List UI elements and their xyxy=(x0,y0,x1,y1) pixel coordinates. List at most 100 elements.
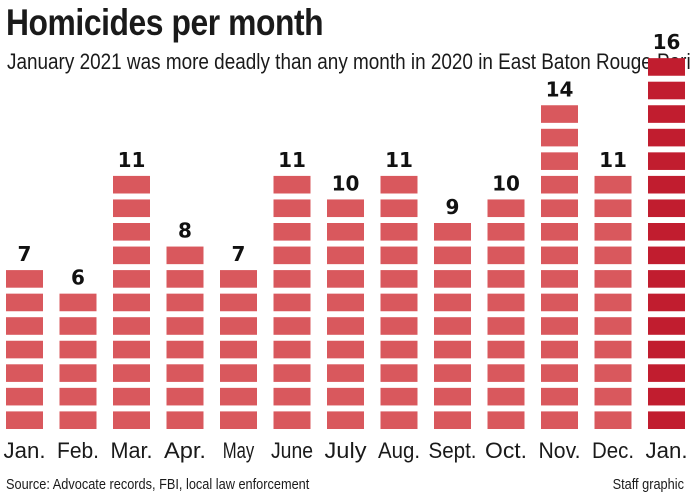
bar-segment xyxy=(541,317,578,335)
x-tick-label: Aug. xyxy=(378,438,420,463)
bar-segment xyxy=(594,270,632,288)
bar-segment xyxy=(166,270,204,288)
bar-segment xyxy=(487,364,525,382)
bar-segment xyxy=(166,293,204,312)
bar-segment xyxy=(59,387,97,406)
bar-11 xyxy=(594,175,632,429)
x-tick-label: Jan. xyxy=(646,438,688,463)
bar-5 xyxy=(273,175,311,429)
bar-segment xyxy=(6,364,43,382)
bar-segment xyxy=(6,317,43,335)
bar-segment xyxy=(380,387,418,406)
bar-segment xyxy=(166,340,204,359)
bar-segment xyxy=(594,223,632,241)
bar-segment xyxy=(327,246,364,265)
bar-segment xyxy=(59,364,97,382)
bar-segment xyxy=(648,199,685,218)
bar-segment xyxy=(487,293,525,312)
bar-segment xyxy=(59,340,97,359)
bar-segment xyxy=(273,317,311,335)
bar-segment xyxy=(487,411,525,429)
bar-segment xyxy=(220,317,257,335)
bar-segment xyxy=(166,364,204,382)
bar-segment xyxy=(113,223,150,241)
bar-6 xyxy=(327,199,364,429)
bar-segment xyxy=(6,340,43,359)
bar-segment xyxy=(166,387,204,406)
bar-segment xyxy=(6,293,43,312)
bar-segment xyxy=(648,152,685,170)
data-label: 11 xyxy=(385,148,413,172)
bar-9 xyxy=(487,199,525,429)
bar-segment xyxy=(327,223,364,241)
bar-segment xyxy=(541,223,578,241)
bar-segment xyxy=(113,387,150,406)
bar-segment xyxy=(327,340,364,359)
bar-segment xyxy=(434,411,471,429)
bar-segment xyxy=(220,293,257,312)
bar-segment xyxy=(327,293,364,312)
bar-segment xyxy=(273,246,311,265)
bar-segment xyxy=(648,317,685,335)
bar-segment xyxy=(541,152,578,170)
bar-segment xyxy=(380,411,418,429)
bar-segment xyxy=(273,175,311,194)
bar-segment xyxy=(541,105,578,123)
bar-segment xyxy=(487,223,525,241)
bar-segment xyxy=(380,270,418,288)
data-label: 10 xyxy=(332,171,360,195)
bar-segment xyxy=(166,246,204,265)
bar-segment xyxy=(541,199,578,218)
bar-segment xyxy=(487,246,525,265)
bar-segment xyxy=(6,411,43,429)
bar-segment xyxy=(541,387,578,406)
bar-segment xyxy=(541,411,578,429)
bar-segment xyxy=(380,317,418,335)
bar-segment xyxy=(220,340,257,359)
bar-segment xyxy=(541,270,578,288)
bar-segment xyxy=(594,246,632,265)
bar-segment xyxy=(434,246,471,265)
data-label: 10 xyxy=(492,171,520,195)
bar-segment xyxy=(487,387,525,406)
bar-4 xyxy=(220,270,257,429)
bar-segment xyxy=(434,270,471,288)
data-label: 9 xyxy=(446,195,460,219)
x-tick-label: Mar. xyxy=(111,438,153,463)
bar-segment xyxy=(273,411,311,429)
bar-segment xyxy=(380,364,418,382)
bar-segment xyxy=(273,340,311,359)
bar-segment xyxy=(273,364,311,382)
bar-segment xyxy=(487,340,525,359)
x-tick-label: Oct. xyxy=(485,438,527,463)
x-tick-label: June xyxy=(271,438,313,463)
bar-segment xyxy=(380,340,418,359)
x-tick-label: Sept. xyxy=(429,438,477,463)
data-label: 7 xyxy=(232,242,246,266)
data-label: 16 xyxy=(653,30,681,54)
x-tick-label: Nov. xyxy=(539,438,581,463)
bar-0 xyxy=(6,270,43,429)
bar-segment xyxy=(59,317,97,335)
bar-segment xyxy=(648,364,685,382)
bar-7 xyxy=(380,175,418,429)
bar-segment xyxy=(59,293,97,312)
credit-note: Staff graphic xyxy=(612,476,684,493)
bar-segment xyxy=(327,199,364,218)
chart-title: Homicides per month xyxy=(6,2,324,43)
x-tick-label: Jan. xyxy=(4,438,46,463)
data-label: 11 xyxy=(599,148,627,172)
bar-2 xyxy=(113,175,150,429)
data-label: 14 xyxy=(546,77,574,101)
bar-segment xyxy=(113,199,150,218)
bar-segment xyxy=(594,317,632,335)
source-note: Source: Advocate records, FBI, local law… xyxy=(6,476,310,493)
bar-segment xyxy=(113,270,150,288)
bar-segment xyxy=(541,293,578,312)
bar-10 xyxy=(541,105,578,429)
bar-segment xyxy=(648,175,685,194)
bar-segment xyxy=(434,340,471,359)
bar-segment xyxy=(648,387,685,406)
x-tick-label: May xyxy=(223,438,255,463)
bar-segment xyxy=(380,246,418,265)
